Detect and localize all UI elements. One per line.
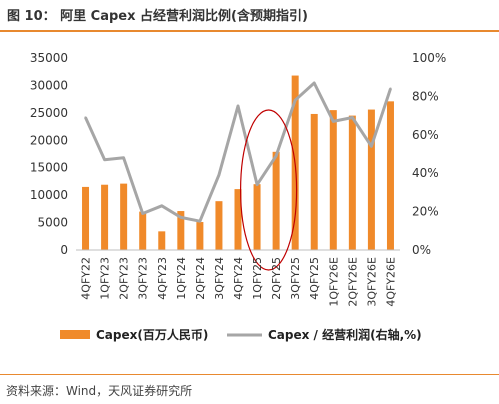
x-tick-label: 2QFY26E — [346, 257, 359, 307]
x-tick-label: 2QFY24 — [194, 257, 207, 300]
capex-ratio-point — [274, 154, 278, 158]
legend-bar-swatch — [60, 330, 90, 339]
capex-bar — [253, 184, 261, 250]
left-axis-tick-label: 30000 — [30, 78, 68, 92]
capex-bar — [310, 113, 318, 250]
combo-chart: 0 5000 10000 15000 20000 25000 30000 35000 0% 20%… — [30, 51, 447, 342]
title-rule — [0, 30, 499, 32]
title-bar: 图 10： 阿里 Capex 占经营利润比例(含预期指引) — [0, 0, 499, 30]
capex-bar — [272, 151, 280, 250]
left-axis-tick-label: 25000 — [30, 106, 68, 120]
capex-ratio-point — [141, 212, 144, 215]
capex-bar — [215, 201, 223, 250]
left-axis-tick-label: 0 — [60, 243, 68, 257]
capex-bar — [139, 211, 147, 250]
highlight-ellipse — [239, 109, 298, 271]
x-tick-label: 4QFY24 — [232, 257, 245, 300]
x-tick-label: 2QFY23 — [118, 257, 131, 300]
capex-bar — [101, 184, 109, 250]
capex-bar — [158, 231, 166, 250]
left-axis-tick-label: 35000 — [30, 51, 68, 65]
x-tick-label: 3QFY24 — [213, 257, 226, 300]
left-axis-tick-label: 15000 — [30, 161, 68, 175]
capex-bar — [348, 115, 356, 250]
footer-rule — [0, 374, 499, 375]
capex-ratio-point — [217, 173, 221, 177]
left-axis-tick-label: 20000 — [30, 133, 68, 147]
capex-ratio-point — [293, 99, 297, 102]
capex-bar — [386, 101, 394, 250]
capex-bar — [177, 211, 185, 250]
x-tick-label: 3QFY23 — [137, 257, 150, 300]
capex-ratio-point — [332, 120, 335, 123]
x-tick-label: 3QFY26E — [365, 257, 378, 307]
capex-bar — [329, 110, 337, 250]
capex-ratio-point — [179, 216, 183, 219]
x-tick-label: 1QFY25 — [251, 257, 264, 300]
capex-ratio-point — [103, 158, 106, 161]
x-tick-label: 2QFY25 — [270, 257, 283, 300]
x-tick-label: 4QFY25 — [308, 257, 321, 300]
right-axis-tick-label: 20% — [412, 205, 439, 219]
capex-ratio-point — [160, 204, 163, 208]
capex-bar — [234, 189, 242, 250]
source-note: 资料来源：Wind，天风证券研究所 — [6, 384, 193, 398]
capex-ratio-point — [370, 145, 373, 148]
capex-ratio-point — [351, 116, 354, 119]
right-axis-tick-label: 100% — [412, 51, 446, 65]
x-tick-label: 4QFY22 — [80, 257, 93, 300]
capex-ratio-point — [389, 87, 392, 90]
left-axis-tick-label: 5000 — [37, 216, 68, 230]
right-axis-tick-label: 0% — [412, 243, 431, 257]
capex-ratio-point — [313, 81, 316, 85]
capex-bar — [120, 183, 128, 250]
capex-bar — [367, 109, 375, 251]
x-tick-label: 4QFY26E — [385, 257, 398, 307]
capex-bar — [82, 186, 90, 250]
capex-ratio-point — [255, 183, 259, 186]
capex-ratio-point — [236, 104, 240, 108]
capex-ratio-point — [122, 156, 125, 160]
figure-title: 图 10： 阿里 Capex 占经营利润比例(含预期指引) — [7, 9, 308, 24]
right-axis-tick-label: 80% — [412, 89, 439, 103]
right-axis-tick-label: 40% — [412, 166, 439, 180]
capex-ratio-point — [198, 220, 202, 223]
legend-bar-label: Capex(百万人民币) — [96, 327, 208, 342]
capex-ratio-point — [84, 116, 87, 119]
legend-line-label: Capex / 经营利润(右轴,%) — [268, 327, 422, 342]
right-axis-tick-label: 60% — [412, 128, 439, 142]
x-tick-label: 1QFY26E — [327, 257, 340, 307]
x-tick-label: 4QFY23 — [156, 257, 169, 300]
x-tick-label: 1QFY23 — [99, 257, 112, 300]
x-tick-label: 1QFY24 — [175, 257, 188, 300]
left-axis-tick-label: 10000 — [30, 188, 68, 202]
capex-bar — [196, 222, 204, 250]
x-tick-label: 3QFY25 — [289, 257, 302, 300]
